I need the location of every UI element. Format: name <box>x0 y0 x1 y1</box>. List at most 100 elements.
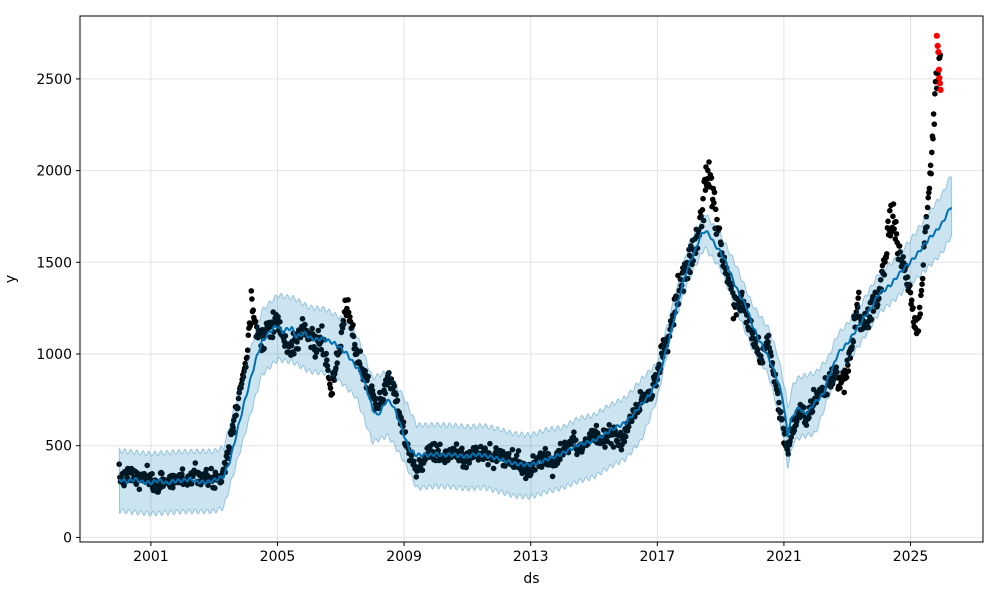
actual-point <box>380 397 387 403</box>
actual-point <box>776 399 782 406</box>
actual-point <box>926 189 932 196</box>
actual-point <box>850 339 857 345</box>
actual-point <box>373 395 379 402</box>
actual-point <box>930 111 937 117</box>
actual-point <box>843 374 850 381</box>
actual-point <box>506 451 512 457</box>
y-tick-label: 1500 <box>36 255 72 271</box>
anomaly-point <box>933 32 940 39</box>
actual-point <box>733 312 740 318</box>
actual-point <box>275 314 281 320</box>
actual-point <box>621 438 628 445</box>
actual-point <box>618 446 625 453</box>
actual-point <box>711 189 718 196</box>
actual-point <box>299 316 306 322</box>
actual-point <box>791 427 798 434</box>
actual-point <box>490 465 497 472</box>
actual-point <box>907 289 914 296</box>
actual-point <box>356 361 363 367</box>
actual-point <box>365 373 372 380</box>
actual-point <box>133 481 140 488</box>
actual-point <box>192 460 199 466</box>
actual-point <box>324 363 331 369</box>
actual-point <box>327 385 334 391</box>
actual-point <box>847 355 854 361</box>
actual-point <box>919 281 925 288</box>
actual-point <box>924 224 930 230</box>
actual-point <box>549 473 556 480</box>
actual-point <box>309 325 316 332</box>
actual-point <box>837 385 843 391</box>
actual-point <box>413 474 420 480</box>
actual-point <box>730 315 737 322</box>
actual-point <box>345 309 352 316</box>
actual-point <box>493 445 499 451</box>
actual-point <box>463 464 470 471</box>
actual-point <box>212 485 218 491</box>
actual-point <box>877 277 884 283</box>
actual-point <box>233 412 239 419</box>
actual-point <box>870 308 877 315</box>
x-tick-label: 2021 <box>766 549 802 565</box>
actual-point <box>294 339 300 345</box>
actual-point <box>778 409 784 415</box>
actual-point <box>887 207 893 214</box>
actual-point <box>865 324 872 331</box>
actual-point <box>927 162 934 169</box>
actual-point <box>916 304 923 311</box>
actual-point <box>159 470 165 477</box>
actual-point <box>382 390 389 397</box>
anomaly-points <box>933 32 944 93</box>
actual-point <box>806 414 812 421</box>
actual-point <box>247 321 254 328</box>
actual-point <box>754 346 761 353</box>
actual-point <box>833 364 840 371</box>
forecast-line <box>118 206 953 486</box>
actual-point <box>277 319 283 325</box>
actual-point <box>656 361 662 368</box>
actual-point <box>350 322 356 328</box>
actual-point <box>302 321 308 328</box>
actual-point <box>918 292 924 299</box>
actual-point <box>179 471 185 478</box>
actual-point <box>908 297 915 304</box>
actual-point <box>314 347 320 353</box>
actual-point <box>712 206 719 213</box>
actual-point <box>235 395 242 402</box>
actual-point <box>698 223 705 230</box>
actual-point <box>834 369 840 376</box>
actual-point <box>509 446 516 453</box>
actual-point <box>136 486 143 493</box>
actual-point <box>244 354 250 361</box>
actual-point <box>924 204 931 211</box>
anomaly-point <box>935 49 942 56</box>
uncertainty-band <box>118 175 953 517</box>
actual-point <box>240 374 247 380</box>
actual-point <box>885 218 891 225</box>
actual-point <box>513 452 520 459</box>
actual-point <box>856 289 862 296</box>
actual-point <box>910 305 916 311</box>
actual-point <box>334 360 341 366</box>
plot-border <box>79 15 984 543</box>
axes: 2001 2005 2009 2013 2017 2021 2025 0 500 1000 1500… <box>36 15 984 565</box>
actual-point <box>625 423 632 430</box>
actual-point <box>768 353 774 359</box>
actual-point <box>557 456 563 463</box>
actual-point <box>248 288 255 294</box>
anomaly-point <box>936 80 944 87</box>
actual-point <box>318 346 325 353</box>
actual-point <box>393 391 400 398</box>
actual-point <box>716 225 723 231</box>
y-tick-label: 0 <box>63 530 72 546</box>
x-tick-label: 2017 <box>639 549 675 565</box>
actual-point <box>545 451 552 457</box>
actual-point <box>907 282 913 289</box>
x-tick-label: 2001 <box>133 549 169 565</box>
actual-point <box>573 437 579 443</box>
actual-point <box>904 274 911 280</box>
actual-point <box>809 408 816 415</box>
actual-point <box>890 213 896 220</box>
y-tick-label: 500 <box>45 439 72 455</box>
actual-point <box>324 357 330 363</box>
